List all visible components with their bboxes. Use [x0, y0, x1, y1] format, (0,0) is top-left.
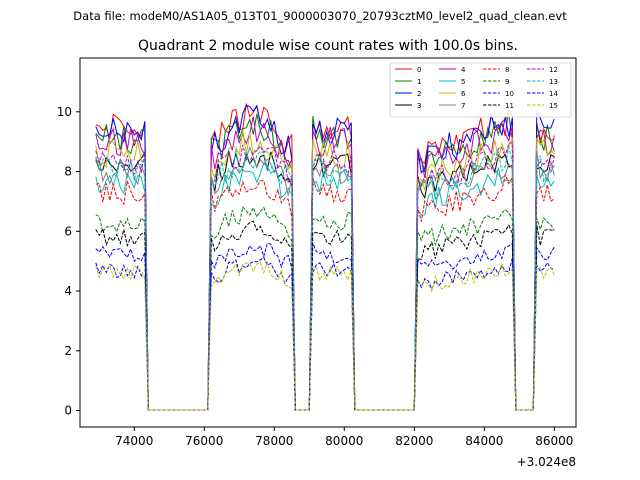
data-file-label: Data file: modeM0/AS1A05_013T01_90000030… — [73, 9, 567, 23]
x-tick-label: 78000 — [255, 434, 293, 448]
y-tick-label: 0 — [64, 404, 72, 418]
y-tick-label: 2 — [64, 344, 72, 358]
legend-label-12: 12 — [549, 66, 558, 74]
series-line-4 — [95, 116, 555, 411]
series-line-10 — [95, 242, 555, 411]
legend-label-3: 3 — [417, 102, 421, 110]
legend-label-6: 6 — [461, 90, 466, 98]
axes-frame — [79, 57, 577, 428]
legend-label-2: 2 — [417, 90, 421, 98]
x-tick-label: 84000 — [465, 434, 503, 448]
y-tick-label: 6 — [64, 224, 72, 238]
legend-label-15: 15 — [549, 102, 558, 110]
y-tick-label: 8 — [64, 165, 72, 179]
x-tick-label: 86000 — [535, 434, 573, 448]
legend-label-13: 13 — [549, 78, 558, 86]
series-lines — [95, 103, 555, 411]
series-line-7 — [95, 145, 555, 411]
legend-label-14: 14 — [549, 90, 558, 98]
x-axis-offset-label: +3.024e8 — [517, 455, 576, 469]
series-line-15 — [95, 260, 555, 411]
legend-label-8: 8 — [505, 66, 509, 74]
series-line-13 — [95, 147, 555, 411]
chart-title: Quadrant 2 module wise count rates with … — [138, 38, 518, 54]
x-tick-label: 76000 — [185, 434, 223, 448]
series-line-14 — [95, 256, 555, 411]
series-line-8 — [95, 173, 555, 411]
series-line-2 — [95, 104, 555, 411]
legend-label-1: 1 — [417, 78, 421, 86]
legend-label-4: 4 — [461, 66, 466, 74]
x-axis-ticks: 74000 76000 78000 80000 82000 84000 86000 — [115, 427, 573, 448]
legend-label-0: 0 — [417, 66, 421, 74]
series-line-5 — [95, 161, 555, 411]
legend-label-9: 9 — [505, 78, 509, 86]
x-tick-label: 74000 — [115, 434, 153, 448]
x-tick-label: 80000 — [325, 434, 363, 448]
legend-label-7: 7 — [461, 102, 465, 110]
series-line-11 — [95, 220, 555, 411]
legend-label-10: 10 — [505, 90, 514, 98]
y-tick-label: 4 — [64, 284, 72, 298]
y-tick-label: 10 — [57, 105, 72, 119]
legend-label-11: 11 — [505, 102, 514, 110]
y-axis-ticks: 0 2 4 6 8 10 — [57, 105, 80, 418]
x-tick-label: 82000 — [395, 434, 433, 448]
legend-label-5: 5 — [461, 78, 465, 86]
legend-box — [389, 62, 572, 118]
